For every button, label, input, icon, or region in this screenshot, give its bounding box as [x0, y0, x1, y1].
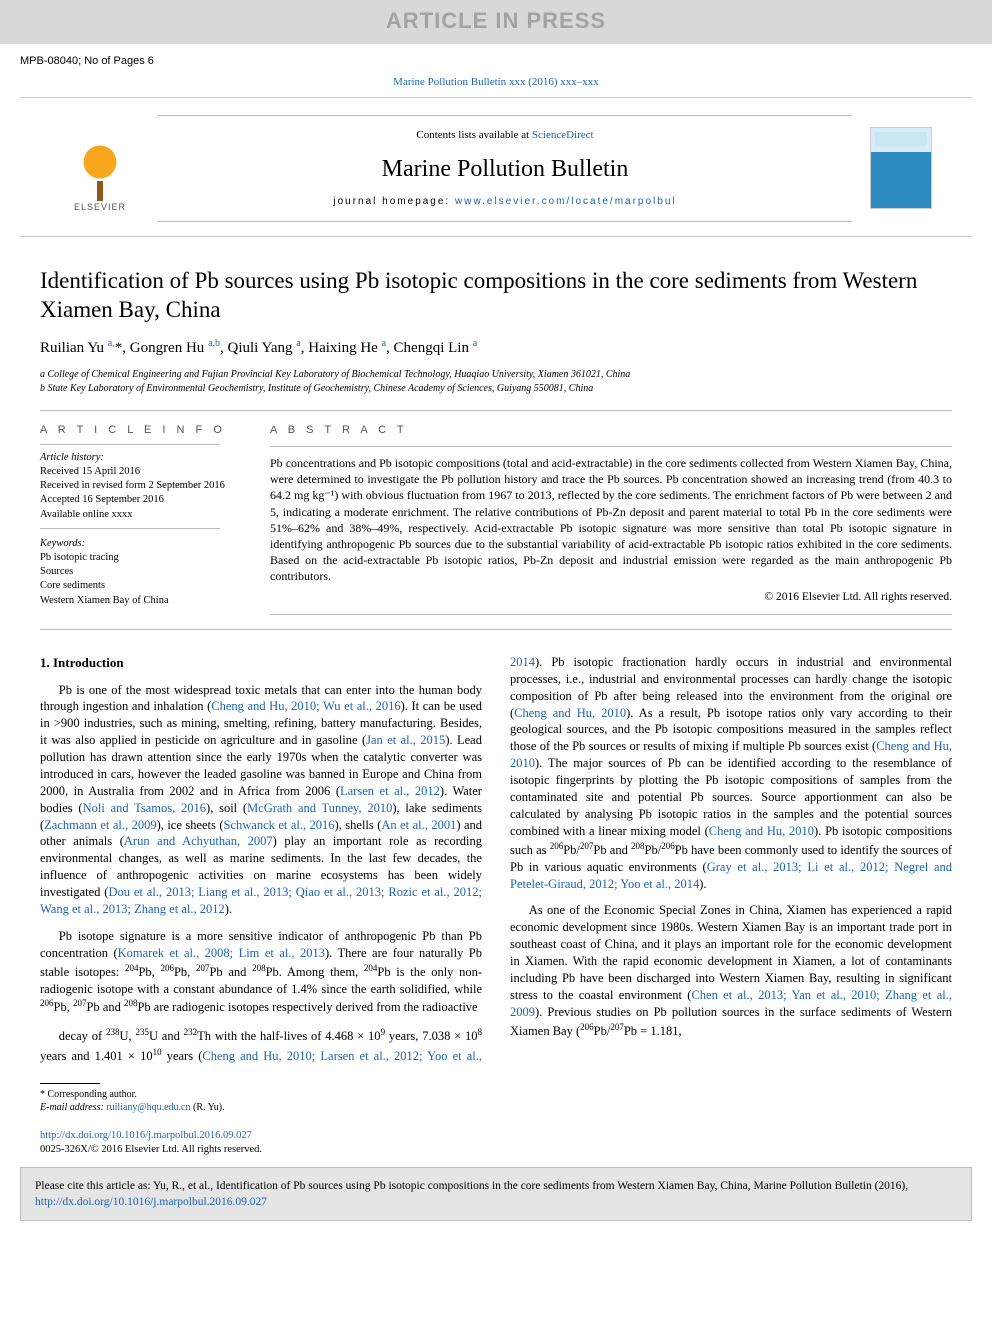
- intro-para-4: As one of the Economic Special Zones in …: [510, 902, 952, 1039]
- contents-line: Contents lists available at ScienceDirec…: [158, 128, 852, 143]
- abstract-copyright: © 2016 Elsevier Ltd. All rights reserved…: [270, 590, 952, 606]
- intro-para-2: Pb isotope signature is a more sensitive…: [40, 928, 482, 1017]
- history-3: Available online xxxx: [40, 508, 252, 522]
- intro-heading: 1. Introduction: [40, 654, 482, 672]
- corresponding-author: * Corresponding author.: [40, 1088, 952, 1102]
- article-info-col: A R T I C L E I N F O Article history: R…: [40, 411, 270, 627]
- info-abstract-row: A R T I C L E I N F O Article history: R…: [40, 411, 952, 627]
- paper-title: Identification of Pb sources using Pb is…: [40, 267, 952, 325]
- elsevier-tree-icon: [75, 141, 125, 201]
- affiliation-b: b State Key Laboratory of Environmental …: [40, 382, 952, 396]
- affiliation-a: a College of Chemical Engineering and Fu…: [40, 368, 952, 382]
- email-footnote: E-mail address: ruiliany@hqu.edu.cn (R. …: [40, 1101, 952, 1115]
- header-center: Contents lists available at ScienceDirec…: [158, 115, 852, 222]
- abstract-col: A B S T R A C T Pb concentrations and Pb…: [270, 411, 952, 627]
- journal-homepage-link[interactable]: www.elsevier.com/locate/marpolbul: [455, 196, 677, 207]
- history-head: Article history:: [40, 451, 252, 465]
- journal-header: ELSEVIER Contents lists available at Sci…: [60, 108, 932, 228]
- keyword-3: Western Xiamen Bay of China: [40, 594, 252, 608]
- journal-name: Marine Pollution Bulletin: [158, 153, 852, 185]
- journal-ref-line: Marine Pollution Bulletin xxx (2016) xxx…: [0, 75, 992, 98]
- sciencedirect-link[interactable]: ScienceDirect: [532, 129, 594, 141]
- homepage-prefix: journal homepage:: [333, 196, 455, 207]
- abs-rule-top: [270, 446, 952, 447]
- contents-prefix: Contents lists available at: [416, 129, 531, 141]
- cite-box-text: Please cite this article as: Yu, R., et …: [35, 1180, 908, 1192]
- doi-link[interactable]: http://dx.doi.org/10.1016/j.marpolbul.20…: [40, 1130, 252, 1141]
- rule-top: [20, 97, 972, 98]
- body-columns: 1. Introduction Pb is one of the most wi…: [40, 654, 952, 1065]
- intro-para-1: Pb is one of the most widespread toxic m…: [40, 682, 482, 918]
- email-label: E-mail address:: [40, 1102, 106, 1113]
- history-0: Received 15 April 2016: [40, 465, 252, 479]
- rule-below-abstract: [40, 629, 952, 630]
- abstract-text: Pb concentrations and Pb isotopic compos…: [270, 455, 952, 585]
- journal-issue-link[interactable]: Marine Pollution Bulletin xxx (2016) xxx…: [393, 76, 599, 88]
- elsevier-logo: ELSEVIER: [60, 123, 140, 213]
- history-2: Accepted 16 September 2016: [40, 493, 252, 507]
- article-info-head: A R T I C L E I N F O: [40, 423, 252, 438]
- history-1: Received in revised form 2 September 201…: [40, 479, 252, 493]
- doi-block: http://dx.doi.org/10.1016/j.marpolbul.20…: [40, 1129, 952, 1157]
- keyword-1: Sources: [40, 565, 252, 579]
- footnote-rule: [40, 1083, 100, 1084]
- cite-this-box: Please cite this article as: Yu, R., et …: [20, 1167, 972, 1221]
- rule-header-bottom: [20, 236, 972, 237]
- keywords-head: Keywords:: [40, 537, 252, 551]
- homepage-line: journal homepage: www.elsevier.com/locat…: [158, 195, 852, 209]
- elsevier-logo-text: ELSEVIER: [74, 201, 126, 213]
- journal-cover-thumb: [870, 127, 932, 209]
- authors: Ruilian Yu a,*, Gongren Hu a,b, Qiuli Ya…: [40, 337, 952, 358]
- author-email-link[interactable]: ruiliany@hqu.edu.cn: [106, 1102, 190, 1113]
- abs-rule-bottom: [270, 614, 952, 615]
- email-suffix: (R. Yu).: [191, 1102, 225, 1113]
- cite-box-doi-link[interactable]: http://dx.doi.org/10.1016/j.marpolbul.20…: [35, 1196, 267, 1208]
- in-press-banner: ARTICLE IN PRESS: [0, 0, 992, 44]
- info-rule-2: [40, 528, 220, 529]
- info-rule-1: [40, 444, 220, 445]
- manuscript-ref: MPB-08040; No of Pages 6: [0, 44, 992, 75]
- in-press-text: ARTICLE IN PRESS: [386, 8, 606, 33]
- keyword-2: Core sediments: [40, 579, 252, 593]
- keyword-0: Pb isotopic tracing: [40, 551, 252, 565]
- abstract-head: A B S T R A C T: [270, 423, 952, 438]
- issn-copyright: 0025-326X/© 2016 Elsevier Ltd. All right…: [40, 1144, 262, 1155]
